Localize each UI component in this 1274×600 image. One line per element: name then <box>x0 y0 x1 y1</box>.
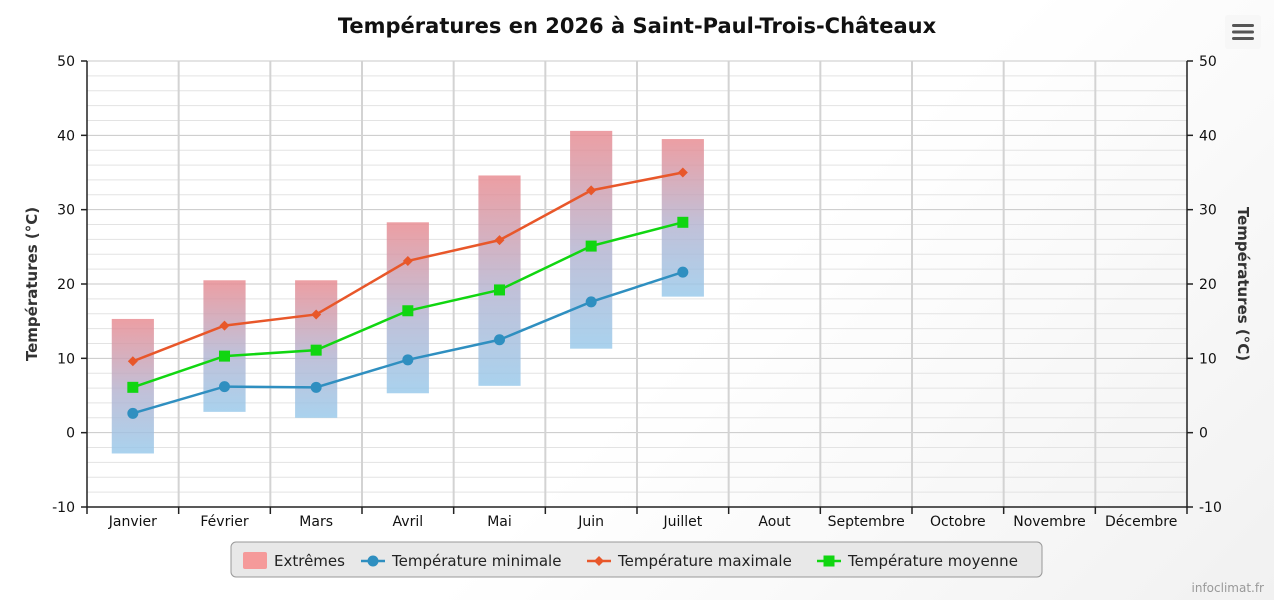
legend-label: Température maximale <box>617 552 792 570</box>
x-tick-label: Novembre <box>1013 514 1086 530</box>
y-tick-label-left: 0 <box>66 426 75 442</box>
x-tick-label: Juin <box>577 514 604 530</box>
data-point <box>311 309 322 320</box>
data-point <box>402 305 414 317</box>
y-tick-label-right: 20 <box>1199 277 1217 293</box>
series-square <box>127 216 689 393</box>
legend-marker <box>367 555 379 567</box>
y-tick-label-right: 0 <box>1199 426 1208 442</box>
legend-item[interactable]: Température minimale <box>361 552 561 570</box>
y-tick-label-right: 50 <box>1199 54 1217 70</box>
x-tick-label: Mai <box>487 514 512 530</box>
data-point <box>494 284 505 296</box>
legend-swatch <box>243 552 267 569</box>
x-tick-label: Octobre <box>930 514 986 530</box>
data-point <box>219 381 230 393</box>
series-diamond <box>127 167 688 367</box>
x-tick-label: Mars <box>299 514 333 530</box>
data-point <box>494 235 505 246</box>
legend-label: Température moyenne <box>847 552 1018 570</box>
data-point <box>677 266 689 278</box>
data-point <box>402 354 414 366</box>
data-point <box>494 334 505 346</box>
x-tick-label: Décembre <box>1105 514 1177 530</box>
legend-item[interactable]: Température maximale <box>587 552 792 570</box>
hamburger-menu-icon[interactable] <box>1225 15 1261 49</box>
data-point <box>127 407 139 419</box>
data-point <box>677 167 688 178</box>
data-point <box>585 240 597 252</box>
data-point <box>127 356 138 367</box>
y-tick-label-left: -10 <box>52 500 75 516</box>
x-tick-label: Janvier <box>108 514 157 530</box>
major-grid <box>87 60 1187 508</box>
y-tick-label-right: 10 <box>1199 351 1217 367</box>
y-tick-label-left: 20 <box>57 277 75 293</box>
extremes-series <box>111 130 704 454</box>
legend-label: Température minimale <box>391 552 561 570</box>
legend-box <box>230 541 1043 578</box>
y-tick-label-right: 30 <box>1199 203 1217 219</box>
data-point <box>310 381 322 393</box>
y-tick-label-left: 40 <box>57 128 75 144</box>
legend-item[interactable]: Extrêmes <box>243 552 345 570</box>
x-tick-label: Septembre <box>828 514 905 530</box>
extremes-bar <box>570 130 613 349</box>
x-tick-label: Aout <box>758 514 791 530</box>
x-tick-label: Février <box>200 514 248 530</box>
data-point <box>677 216 689 228</box>
y-axis-title-left: Températures (°C) <box>23 207 41 361</box>
legend <box>230 541 1043 578</box>
x-tick-label: Avril <box>393 514 424 530</box>
data-point <box>219 350 230 362</box>
y-tick-label-right: 40 <box>1199 128 1217 144</box>
chart-title: Températures en 2026 à Saint-Paul-Trois-… <box>337 14 937 38</box>
data-point <box>585 296 597 308</box>
legend-marker <box>823 555 835 567</box>
y-tick-label-left: 50 <box>57 54 75 70</box>
data-point <box>310 344 322 356</box>
credits-text[interactable]: infoclimat.fr <box>1191 581 1265 595</box>
legend-marker <box>594 556 604 566</box>
legend-label: Extrêmes <box>274 552 345 570</box>
x-tick-label: Juillet <box>662 514 702 530</box>
y-axis-title-right: Températures (°C) <box>1234 207 1252 361</box>
y-tick-label-left: 10 <box>57 351 75 367</box>
extremes-bar <box>478 175 521 386</box>
data-point <box>402 255 413 266</box>
legend-item[interactable]: Température moyenne <box>817 552 1018 570</box>
data-point <box>586 185 597 196</box>
y-tick-label-right: -10 <box>1199 500 1222 516</box>
series-circle <box>127 266 689 419</box>
data-point <box>127 381 139 393</box>
y-tick-label-left: 30 <box>57 203 75 219</box>
data-point <box>219 320 230 331</box>
